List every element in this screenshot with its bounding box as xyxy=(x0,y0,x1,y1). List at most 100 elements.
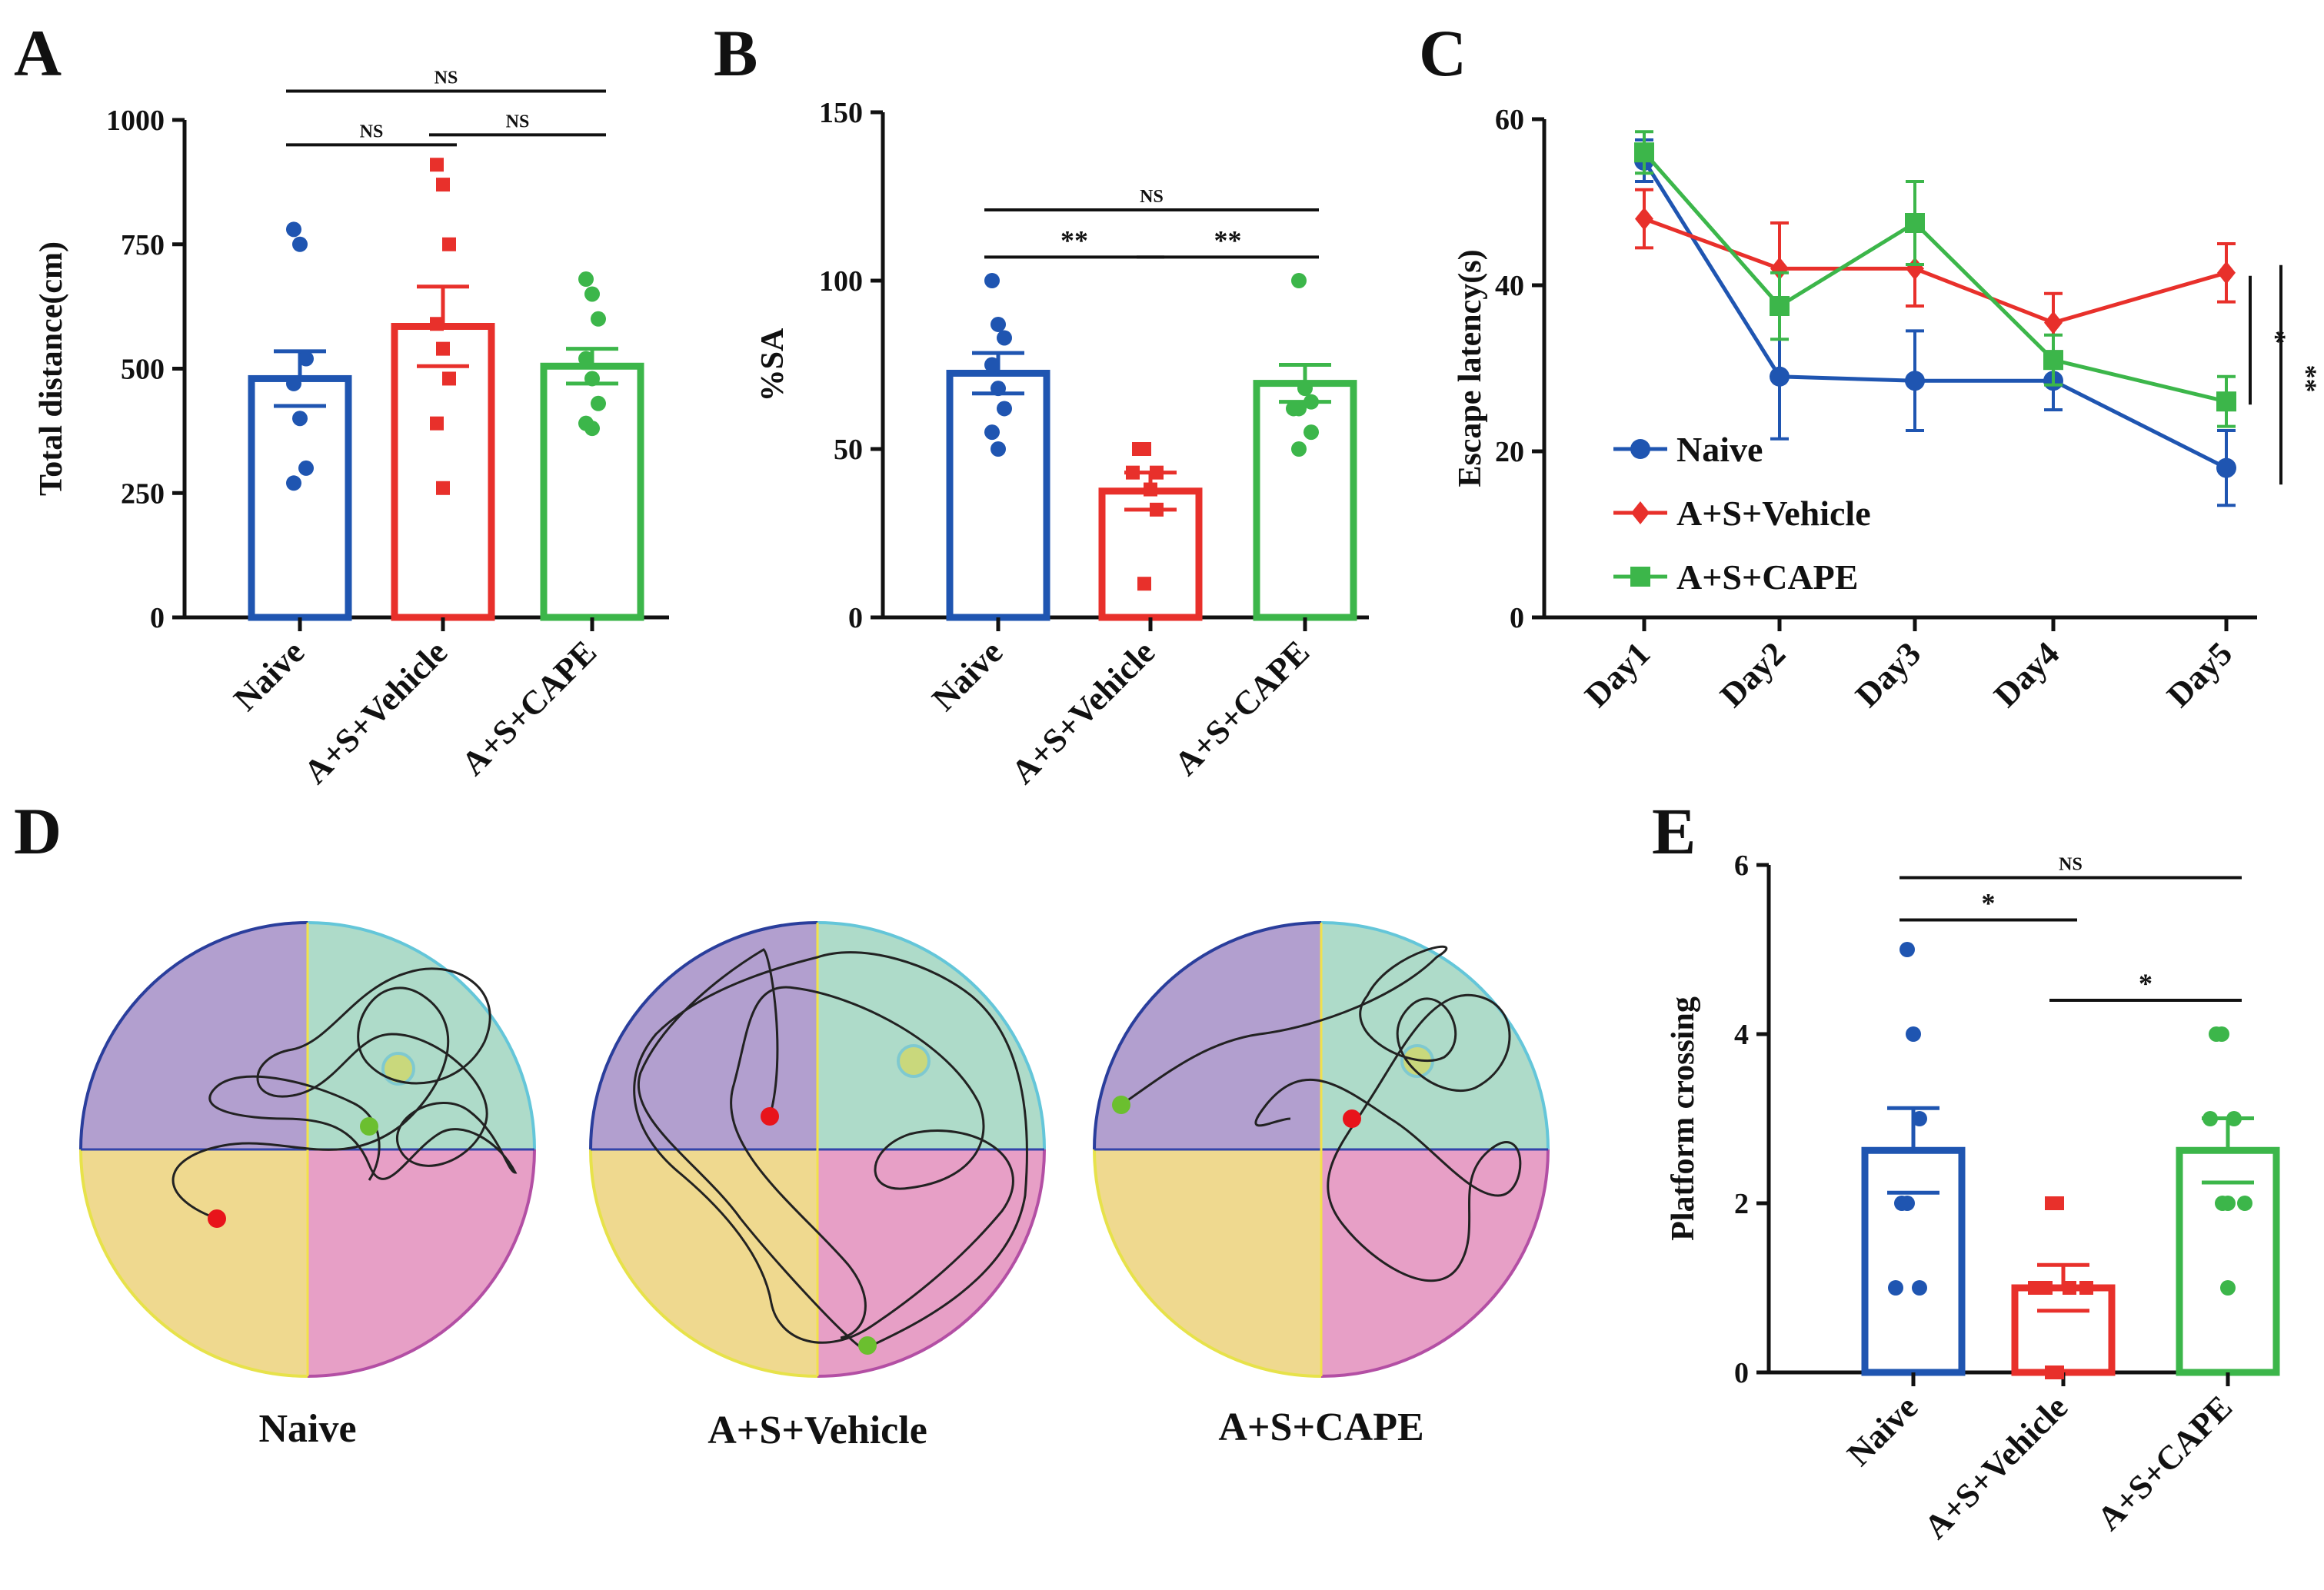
x-category-label: A+S+CAPE xyxy=(2089,1388,2239,1538)
data-point xyxy=(991,441,1006,457)
data-point xyxy=(984,357,1000,373)
x-category-label: Day1 xyxy=(1577,634,1657,714)
panel-d-maze-tracks: Naive A+S+Vehicle xyxy=(79,921,1550,1452)
data-point xyxy=(984,273,1000,288)
bar-0 xyxy=(1861,1146,1966,1376)
x-category-label: A+S+Vehicle xyxy=(1004,633,1163,791)
data-point xyxy=(2043,350,2063,371)
data-point xyxy=(1635,207,1653,231)
data-point xyxy=(997,401,1012,417)
x-category-label: Naive xyxy=(924,633,1010,718)
start-point xyxy=(208,1209,226,1228)
data-point xyxy=(2216,457,2236,478)
data-point xyxy=(1634,142,1654,163)
data-point xyxy=(292,236,308,252)
significance-label: NS xyxy=(1140,187,1164,207)
data-point xyxy=(436,178,450,192)
maze-rim-sw xyxy=(589,1149,818,1378)
maze-vehicle: A+S+Vehicle xyxy=(589,921,1046,1452)
maze-label-naive: Naive xyxy=(258,1407,356,1451)
maze-rim-se xyxy=(1320,1149,1550,1378)
data-point xyxy=(1905,371,1925,391)
data-point xyxy=(2045,1365,2059,1379)
significance-label: * xyxy=(1982,888,1996,919)
x-category-label: Day3 xyxy=(1848,634,1928,714)
legend-marker xyxy=(1630,567,1650,587)
data-point xyxy=(997,330,1012,346)
maze-rim-nw xyxy=(1093,921,1322,1150)
data-point xyxy=(1304,424,1319,441)
data-point xyxy=(442,237,456,251)
data-point xyxy=(1770,366,1790,387)
y-tick-label: 50 xyxy=(834,434,863,466)
y-tick-label: 500 xyxy=(121,354,165,386)
data-point xyxy=(2237,1196,2252,1211)
y-tick-label: 2 xyxy=(1734,1188,1749,1220)
maze-quadrant-se xyxy=(308,1149,534,1376)
data-point xyxy=(1894,1196,1909,1211)
y-axis-title: Total distance(cm) xyxy=(34,241,69,496)
data-point xyxy=(1150,502,1164,517)
maze-quadrant-sw xyxy=(591,1149,817,1376)
y-tick-label: 20 xyxy=(1495,436,1524,468)
data-point xyxy=(2079,1281,2093,1295)
y-tick-label: 250 xyxy=(121,477,165,510)
data-point xyxy=(1150,465,1164,480)
data-point xyxy=(286,375,301,391)
data-point xyxy=(286,475,301,491)
maze-quadrant-ne xyxy=(817,923,1044,1149)
bar-2 xyxy=(1253,380,1357,621)
data-point xyxy=(430,158,444,172)
y-tick-label: 0 xyxy=(1734,1357,1749,1389)
data-point xyxy=(1291,273,1307,288)
y-axis-title: %SA xyxy=(755,328,791,401)
maze-naive: Naive xyxy=(79,921,536,1451)
maze-rim-sw xyxy=(79,1149,308,1378)
maze-label-vehicle: A+S+Vehicle xyxy=(708,1409,927,1452)
data-point xyxy=(2216,391,2236,412)
data-point xyxy=(1770,257,1789,281)
x-category-label: A+S+Vehicle xyxy=(1917,1388,2076,1546)
data-point xyxy=(2028,1281,2042,1295)
panel-letter-b: B xyxy=(714,16,757,90)
significance-label: * xyxy=(2261,331,2292,344)
panel-c-escape-latency: 0 20 40 60 Escape latency(s) Day1 Day2 Day3 Day4… xyxy=(1453,104,2322,714)
data-point xyxy=(584,421,600,437)
legend-label: Naive xyxy=(1676,430,1763,469)
maze-rim-ne xyxy=(1320,921,1550,1150)
maze-rim-se xyxy=(817,1149,1046,1378)
x-category-label: Day4 xyxy=(1986,634,2066,714)
data-point xyxy=(2044,311,2063,334)
y-tick-label: 6 xyxy=(1734,850,1749,882)
data-point xyxy=(1906,257,1924,281)
data-point xyxy=(991,381,1006,397)
data-point xyxy=(984,424,1000,441)
panel-letter-e: E xyxy=(1652,794,1696,868)
data-point xyxy=(298,460,314,476)
y-tick-label: 0 xyxy=(150,602,165,634)
platform-marker xyxy=(897,1044,931,1078)
data-point xyxy=(2209,1026,2224,1042)
data-point xyxy=(2045,1196,2059,1210)
data-point xyxy=(2039,1281,2053,1295)
maze-quadrant-ne xyxy=(308,923,534,1149)
end-point xyxy=(1112,1096,1130,1114)
data-point xyxy=(1291,441,1307,457)
x-category-label: A+S+Vehicle xyxy=(297,633,455,791)
x-category-label: Naive xyxy=(1840,1388,1925,1473)
data-point xyxy=(2220,1280,2236,1296)
panel-letter-a: A xyxy=(14,16,62,90)
bar-1 xyxy=(391,323,495,621)
data-point xyxy=(436,481,450,495)
maze-label-cape: A+S+CAPE xyxy=(1218,1405,1423,1449)
significance-label: NS xyxy=(435,68,458,88)
data-point xyxy=(1905,213,1925,233)
data-point xyxy=(1137,577,1151,591)
data-point xyxy=(2202,1111,2218,1126)
data-point xyxy=(1132,442,1146,456)
data-point xyxy=(1297,381,1313,397)
y-tick-label: 4 xyxy=(1734,1019,1749,1051)
